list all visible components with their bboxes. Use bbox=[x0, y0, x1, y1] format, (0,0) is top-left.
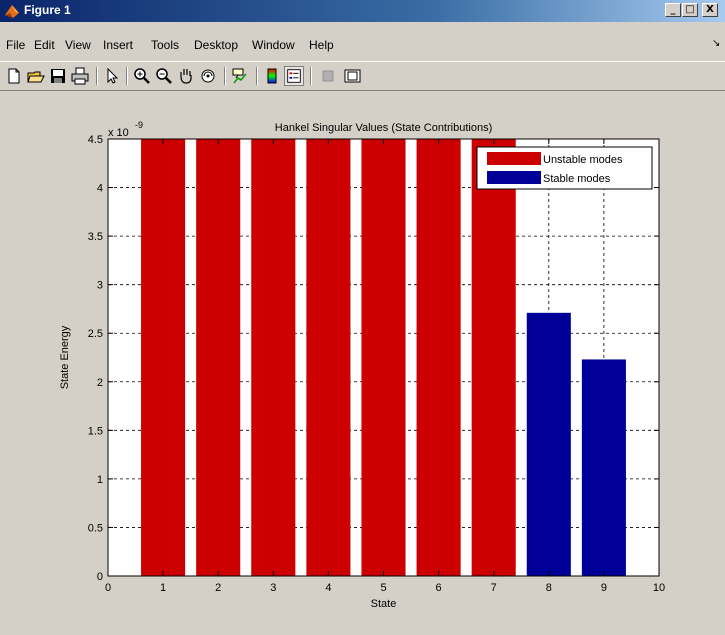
legend-icon bbox=[287, 69, 301, 83]
menu-window[interactable]: Window bbox=[252, 38, 295, 52]
hide-plot-tools-button[interactable] bbox=[318, 66, 338, 86]
y-tick-label: 1 bbox=[97, 474, 103, 486]
y-tick-label: 1.5 bbox=[88, 425, 103, 437]
legend[interactable]: Unstable modes Stable modes bbox=[476, 146, 653, 190]
title-bar[interactable]: Figure 1 _ □ X bbox=[0, 0, 725, 22]
x-axis-label: State bbox=[371, 598, 397, 610]
open-button[interactable] bbox=[26, 66, 46, 86]
rotate-3d-button[interactable] bbox=[198, 66, 218, 86]
print-icon bbox=[71, 67, 89, 85]
insert-colorbar-button[interactable] bbox=[262, 66, 282, 86]
toolbar bbox=[0, 61, 725, 91]
y-tick-label: 0.5 bbox=[88, 522, 103, 534]
data-cursor-icon bbox=[232, 68, 247, 84]
toolbar-separator bbox=[126, 67, 128, 85]
y-tick-label: 4 bbox=[97, 183, 103, 195]
pan-hand-icon bbox=[180, 69, 192, 84]
show-plot-tools-icon bbox=[344, 69, 361, 83]
x-tick-label: 6 bbox=[436, 582, 442, 594]
pointer-icon bbox=[107, 67, 119, 84]
y-tick-label: 4.5 bbox=[88, 134, 103, 146]
bar-unstable-7 bbox=[471, 139, 516, 576]
close-button[interactable]: X bbox=[702, 3, 718, 17]
y-exponent-power: -9 bbox=[135, 120, 143, 130]
x-tick-label: 9 bbox=[601, 582, 607, 594]
y-tick-label: 3 bbox=[97, 280, 103, 292]
menu-help[interactable]: Help bbox=[309, 38, 334, 52]
x-tick-label: 4 bbox=[325, 582, 331, 594]
y-axis-label: State Energy bbox=[59, 325, 71, 389]
bar-stable-9 bbox=[581, 359, 626, 576]
print-button[interactable] bbox=[70, 66, 90, 86]
new-file-button[interactable] bbox=[4, 66, 24, 86]
hide-plot-tools-icon bbox=[322, 70, 334, 82]
pan-button[interactable] bbox=[176, 66, 196, 86]
menu-insert[interactable]: Insert bbox=[103, 38, 134, 52]
y-tick-label: 2.5 bbox=[88, 328, 103, 340]
x-tick-label: 8 bbox=[546, 582, 552, 594]
toolbar-separator bbox=[96, 67, 98, 85]
bar-unstable-1 bbox=[141, 139, 186, 576]
bar-unstable-6 bbox=[416, 139, 461, 576]
zoom-in-button[interactable] bbox=[132, 66, 152, 86]
tick-marks bbox=[107, 138, 660, 577]
legend-entry-stable: Stable modes bbox=[543, 173, 611, 185]
insert-legend-button[interactable] bbox=[284, 66, 304, 86]
zoom-out-button[interactable] bbox=[154, 66, 174, 86]
x-tick-label: 1 bbox=[160, 582, 166, 594]
toolbar-separator bbox=[310, 67, 312, 85]
colorbar-icon bbox=[267, 68, 277, 84]
edit-plot-button[interactable] bbox=[102, 66, 122, 86]
zoom-out-icon bbox=[156, 68, 172, 84]
bar-chart: 0 1 2 3 4 5 6 7 8 9 10 0 0.5 1 1.5 2 2.5 3 3.5 4 4.5 Hankel… bbox=[59, 120, 665, 610]
menu-overflow-icon[interactable]: ↘ bbox=[712, 38, 721, 49]
menu-view[interactable]: View bbox=[65, 38, 91, 52]
y-tick-label: 2 bbox=[97, 377, 103, 389]
menu-edit[interactable]: Edit bbox=[34, 38, 55, 52]
legend-swatch-stable bbox=[487, 171, 541, 184]
chart-title: Hankel Singular Values (State Contributi… bbox=[275, 122, 492, 134]
menu-tools[interactable]: Tools bbox=[151, 38, 180, 52]
bars-group bbox=[141, 139, 626, 576]
window-title: Figure 1 bbox=[24, 3, 71, 17]
minimize-button[interactable]: _ bbox=[665, 3, 681, 17]
x-tick-label: 3 bbox=[270, 582, 276, 594]
x-tick-label: 7 bbox=[491, 582, 497, 594]
bar-stable-8 bbox=[526, 312, 571, 576]
legend-entry-unstable: Unstable modes bbox=[543, 154, 623, 166]
x-tick-label: 2 bbox=[215, 582, 221, 594]
x-tick-labels: 0 1 2 3 4 5 6 7 8 9 10 bbox=[105, 582, 665, 594]
bar-unstable-2 bbox=[196, 139, 241, 576]
menu-file[interactable]: File bbox=[6, 38, 26, 52]
toolbar-separator bbox=[256, 67, 258, 85]
y-tick-label: 0 bbox=[97, 571, 103, 583]
maximize-button[interactable]: □ bbox=[682, 3, 698, 17]
bar-unstable-3 bbox=[251, 139, 296, 576]
legend-swatch-unstable bbox=[487, 152, 541, 165]
new-file-icon bbox=[8, 68, 20, 84]
menu-bar: File Edit View Insert Tools Desktop Wind… bbox=[0, 36, 725, 56]
y-exponent-label: x 10 bbox=[108, 127, 129, 139]
x-tick-label: 0 bbox=[105, 582, 111, 594]
open-folder-icon bbox=[27, 71, 45, 83]
x-tick-label: 10 bbox=[653, 582, 665, 594]
toolbar-separator bbox=[224, 67, 226, 85]
zoom-in-icon bbox=[134, 68, 150, 84]
x-tick-label: 5 bbox=[380, 582, 386, 594]
bar-unstable-5 bbox=[361, 139, 406, 576]
save-icon bbox=[51, 69, 65, 83]
rotate-3d-icon bbox=[201, 69, 215, 83]
bar-unstable-4 bbox=[306, 139, 351, 576]
show-plot-tools-button[interactable] bbox=[342, 66, 362, 86]
save-button[interactable] bbox=[48, 66, 68, 86]
y-tick-label: 3.5 bbox=[88, 231, 103, 243]
figure-canvas[interactable]: 0 1 2 3 4 5 6 7 8 9 10 0 0.5 1 1.5 2 2.5 3 3.5 4 4.5 Hankel… bbox=[0, 92, 725, 635]
y-tick-labels: 0 0.5 1 1.5 2 2.5 3 3.5 4 4.5 bbox=[88, 134, 103, 583]
data-cursor-button[interactable] bbox=[230, 66, 250, 86]
menu-desktop[interactable]: Desktop bbox=[194, 38, 239, 52]
matlab-icon bbox=[5, 5, 19, 18]
